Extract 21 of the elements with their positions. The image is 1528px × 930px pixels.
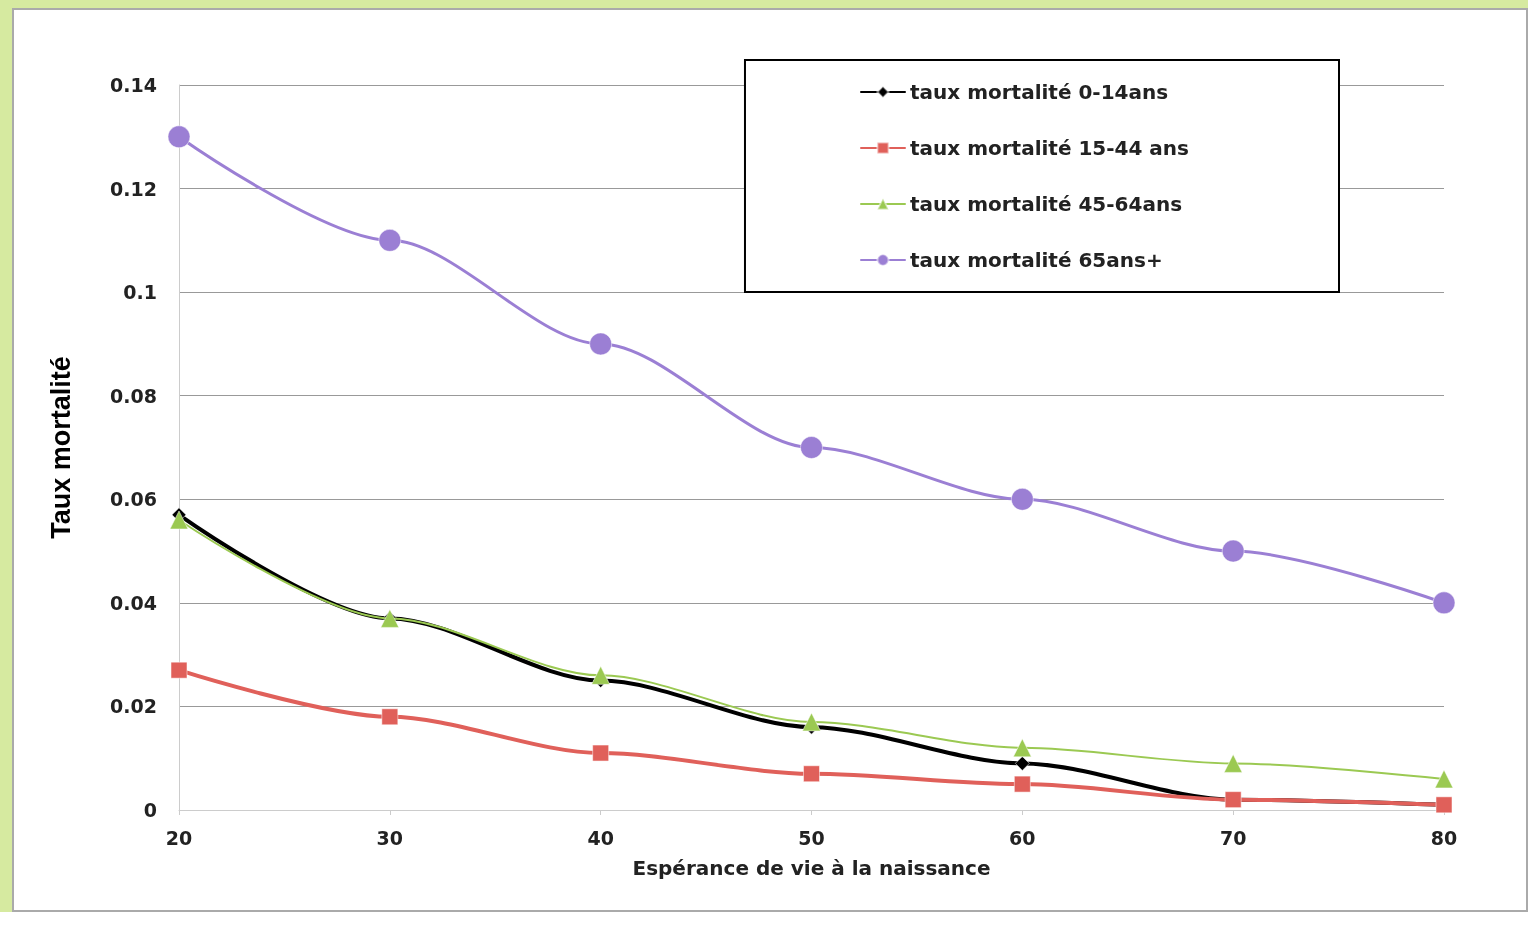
x-tick-label: 50	[798, 826, 825, 849]
y-tick-label: 0.12	[110, 177, 157, 200]
y-tick-label: 0.1	[123, 281, 157, 304]
legend-label: taux mortalité 15-44 ans	[909, 136, 1190, 160]
legend-label: taux mortalité 65ans+	[909, 248, 1163, 272]
x-tick-label: 20	[165, 826, 193, 849]
x-tick-label: 60	[1009, 826, 1036, 849]
y-tick-label: 0.02	[110, 695, 157, 718]
legend-label: taux mortalité 45-64ans	[909, 192, 1183, 216]
x-tick-label: 70	[1219, 826, 1247, 849]
y-tick-label: 0.06	[110, 488, 157, 511]
y-tick-label: 0.04	[110, 591, 157, 614]
legend-label: taux mortalité 0-14ans	[909, 80, 1169, 104]
x-axis-title: Espérance de vie à la naissance	[632, 856, 991, 880]
y-tick-label: 0	[143, 799, 157, 821]
x-tick-label: 30	[376, 826, 404, 849]
y-tick-label: 0.14	[110, 74, 157, 96]
y-tick-label: 0.08	[110, 384, 157, 407]
y-axis-title: Taux mortalité	[45, 356, 76, 539]
x-tick-label: 40	[587, 826, 614, 849]
x-tick-label: 80	[1430, 826, 1458, 849]
